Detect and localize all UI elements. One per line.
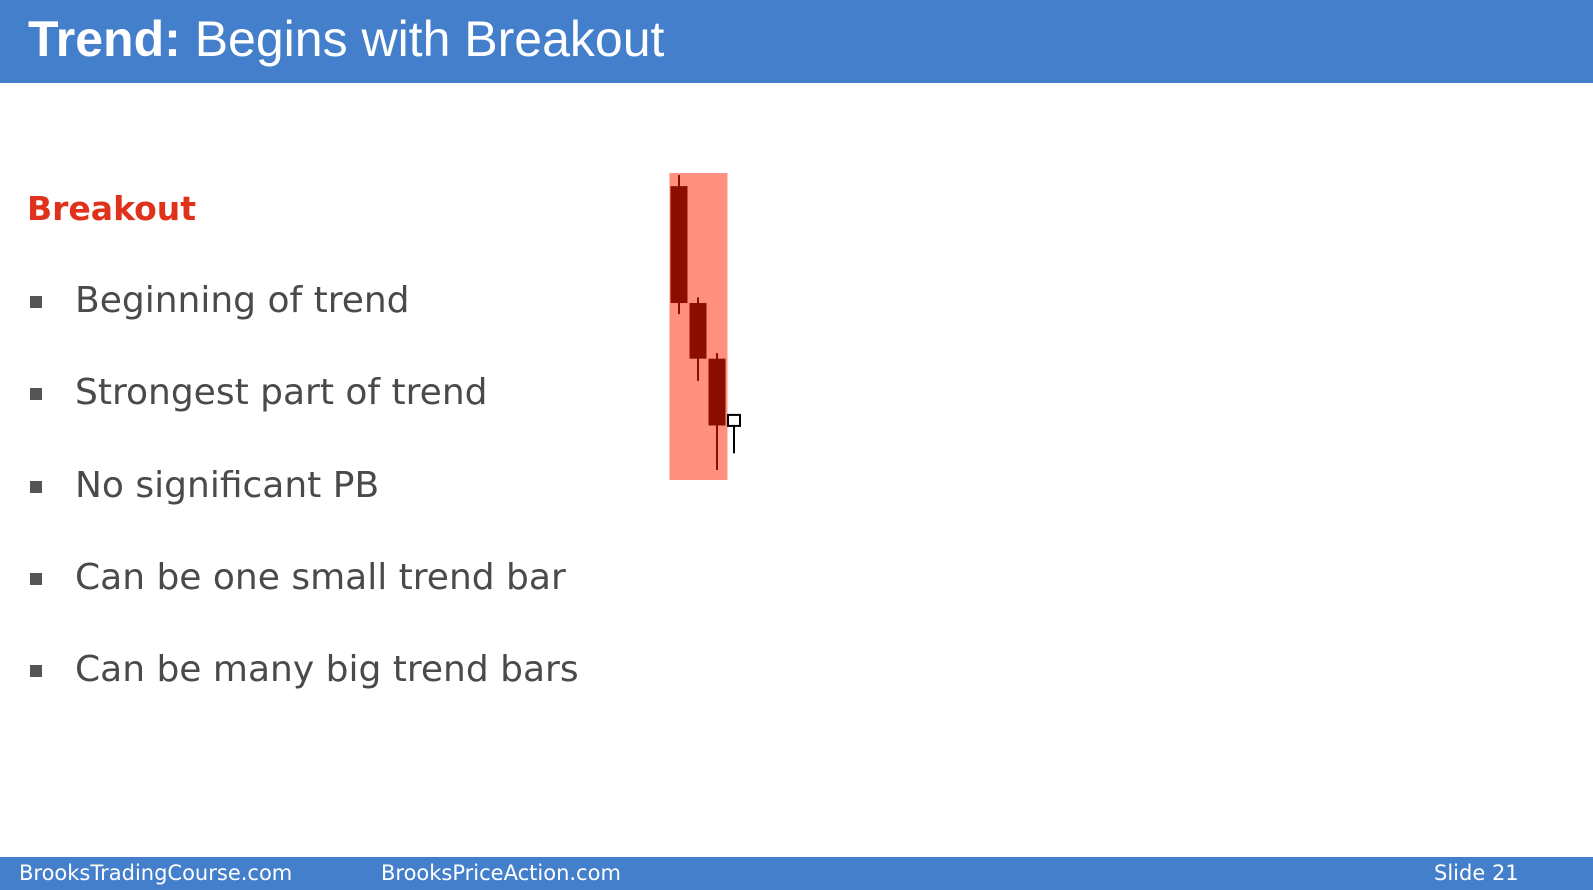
square-bullet-icon — [30, 665, 42, 677]
slide-title: Trend: Begins with Breakout — [28, 8, 664, 70]
section-heading: Breakout — [27, 189, 197, 228]
slide-number: 21 — [1491, 861, 1519, 885]
footer-bar: BrooksTradingCourse.com BrooksPriceActio… — [0, 857, 1593, 890]
bullet-text: Beginning of trend — [75, 280, 410, 321]
slide-label: Slide — [1434, 861, 1486, 885]
bullet-list: Beginning of trend Strongest part of tre… — [0, 0, 640, 890]
square-bullet-icon — [30, 388, 42, 400]
square-bullet-icon — [30, 481, 42, 493]
square-bullet-icon — [30, 573, 42, 585]
square-bullet-icon — [30, 296, 42, 308]
slide-title-rest: Begins with Breakout — [180, 11, 665, 67]
bullet-text: Strongest part of trend — [75, 372, 488, 413]
slide-number-label: Slide 21 — [1434, 857, 1519, 890]
bullet-text: No significant PB — [75, 465, 380, 506]
bullet-text: Can be one small trend bar — [75, 557, 566, 598]
slide-title-bold: Trend: — [28, 11, 181, 67]
title-bar: Trend: Begins with Breakout — [0, 0, 1593, 83]
bear-bar-body — [670, 186, 688, 304]
footer-site-2: BrooksPriceAction.com — [381, 861, 621, 885]
footer-site-1: BrooksTradingCourse.com — [19, 861, 293, 885]
bear-bar-body — [689, 303, 707, 359]
bear-bar-body — [708, 358, 726, 426]
doji-bar-body — [727, 413, 741, 427]
bullet-text: Can be many big trend bars — [75, 649, 579, 690]
